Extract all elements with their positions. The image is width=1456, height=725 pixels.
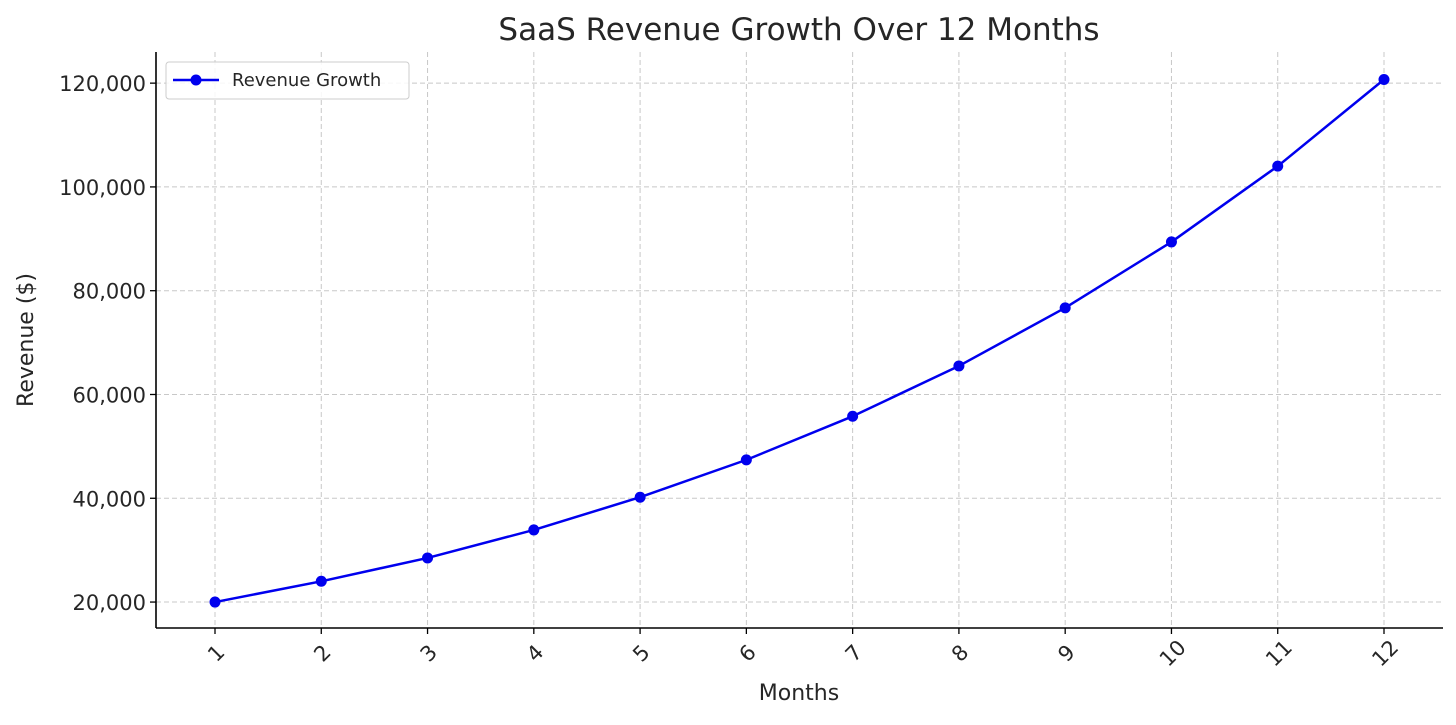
x-tick-label: 9 [1053, 640, 1079, 666]
y-tick-label: 120,000 [59, 72, 146, 96]
x-tick-label: 8 [947, 640, 973, 666]
y-tick-label: 40,000 [73, 487, 146, 511]
data-point [1378, 74, 1390, 86]
series-line [213, 78, 1386, 604]
y-tick-label: 100,000 [59, 176, 146, 200]
data-point [1165, 236, 1177, 248]
axes [155, 52, 1443, 629]
x-tick-label: 3 [416, 640, 442, 666]
data-point [209, 596, 221, 608]
x-tick-label: 1 [203, 640, 229, 666]
x-tick-label: 2 [309, 640, 335, 666]
y-tick-label: 20,000 [73, 591, 146, 615]
legend: Revenue Growth [165, 61, 410, 100]
data-point [528, 524, 540, 536]
x-tick-label: 10 [1155, 635, 1191, 671]
y-tick-label: 80,000 [73, 280, 146, 304]
legend-marker-swatch [190, 74, 202, 86]
data-point [1272, 160, 1284, 172]
grid [156, 52, 1443, 628]
x-tick-label: 7 [841, 640, 867, 666]
chart-title: SaaS Revenue Growth Over 12 Months [498, 12, 1099, 48]
data-point [740, 454, 752, 466]
legend-label: Revenue Growth [232, 70, 381, 91]
data-point [315, 575, 327, 587]
series [209, 74, 1390, 608]
legend-box [165, 61, 410, 100]
y-tick-label: 60,000 [73, 383, 146, 407]
x-tick-label: 4 [522, 640, 548, 666]
x-tick-label: 12 [1367, 635, 1403, 671]
x-tick-label: 6 [734, 640, 760, 666]
x-tick-label: 11 [1261, 635, 1297, 671]
data-point [953, 360, 965, 372]
x-axis-label: Months [759, 681, 839, 706]
data-point [422, 552, 434, 564]
tick-labels: 1 2 3 4 5 6 7 8 9 10 11 1220,00040,00060,00080,0001… [59, 72, 1403, 671]
data-point [1059, 302, 1071, 314]
data-point [634, 491, 646, 503]
y-axis-label: Revenue ($) [14, 273, 39, 407]
x-tick-label: 5 [628, 640, 654, 666]
data-point [847, 410, 859, 422]
